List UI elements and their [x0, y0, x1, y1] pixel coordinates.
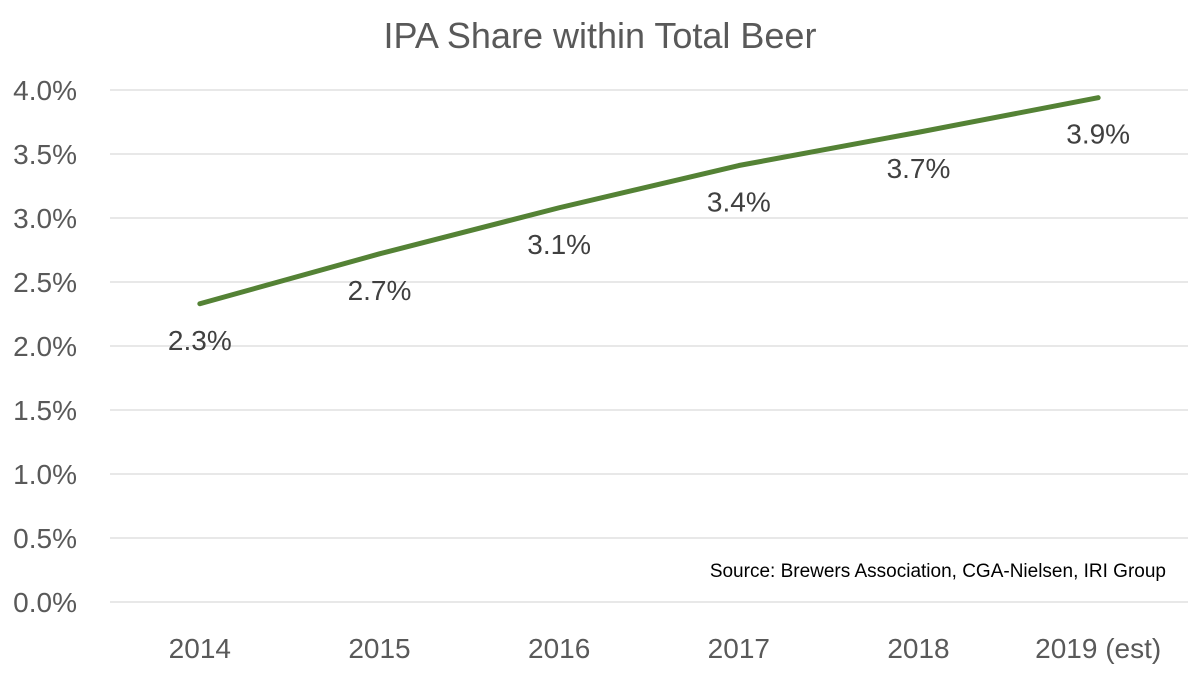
- source-annotation: Source: Brewers Association, CGA-Nielsen…: [710, 561, 1166, 582]
- y-tick-label: 2.5%: [13, 267, 77, 298]
- data-label: 3.4%: [707, 187, 771, 218]
- x-tick-label: 2015: [348, 633, 410, 664]
- y-axis-ticks: 0.0% 0.5% 1.0% 1.5% 2.0% 2.5% 3.0% 3.5% 4.0%: [13, 75, 77, 618]
- y-tick-label: 3.0%: [13, 203, 77, 234]
- data-label: 3.9%: [1066, 119, 1130, 150]
- data-labels: 2.3% 2.7% 3.1% 3.4% 3.7% 3.9%: [168, 119, 1130, 356]
- y-tick-label: 3.5%: [13, 139, 77, 170]
- data-label: 2.3%: [168, 325, 232, 356]
- y-tick-label: 0.5%: [13, 523, 77, 554]
- gridlines: [110, 89, 1188, 603]
- chart-title: IPA Share within Total Beer: [384, 15, 817, 56]
- series: [197, 95, 1101, 307]
- y-tick-label: 2.0%: [13, 331, 77, 362]
- data-label: 3.7%: [887, 153, 951, 184]
- y-tick-label: 4.0%: [13, 75, 77, 106]
- x-tick-label: 2019 (est): [1035, 633, 1161, 664]
- y-tick-label: 0.0%: [13, 587, 77, 618]
- x-tick-label: 2014: [169, 633, 231, 664]
- x-tick-label: 2018: [887, 633, 949, 664]
- y-tick-label: 1.5%: [13, 395, 77, 426]
- data-label: 2.7%: [348, 275, 412, 306]
- y-tick-label: 1.0%: [13, 459, 77, 490]
- x-axis-ticks: 2014 2015 2016 2017 2018 2019 (est): [169, 633, 1162, 664]
- x-tick-label: 2016: [528, 633, 590, 664]
- x-tick-label: 2017: [708, 633, 770, 664]
- series-line: [197, 95, 1101, 307]
- data-label: 3.1%: [527, 229, 591, 260]
